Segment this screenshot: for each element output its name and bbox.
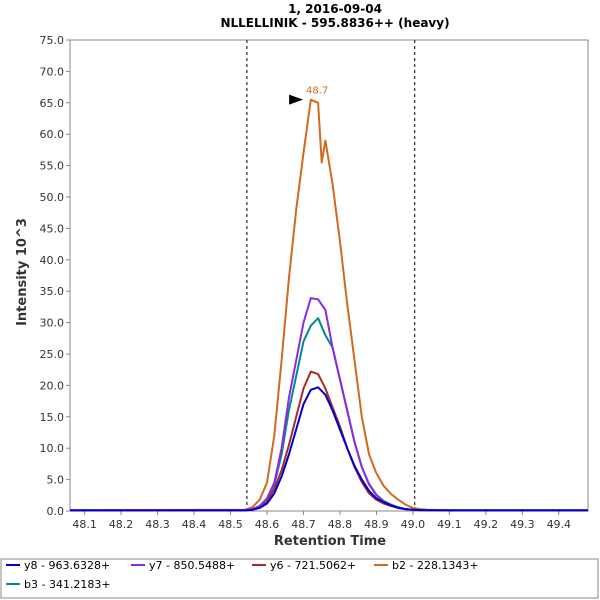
y-axis: 0.0 5.0 10.0 15.0 20.0 25.0 30.0 35.0 40.0 45.0 50… [40,34,70,518]
y-tick-label: 60.0 [40,128,65,141]
x-tick-label: 48.8 [328,518,353,531]
y-tick-label: 30.0 [40,317,65,330]
legend-label: y8 - 963.6328+ [24,559,110,572]
y-tick-label: 5.0 [47,474,65,487]
legend: y8 - 963.6328+ y7 - 850.5488+ y6 - 721.506… [6,559,479,591]
chart-subtitle: NLLELLINIK - 595.8836++ (heavy) [220,16,449,30]
plot-area [69,39,589,512]
x-axis-label: Retention Time [274,534,386,549]
x-tick-label: 48.4 [182,518,207,531]
legend-box [0,558,599,599]
series-lines [69,98,588,512]
x-tick-label: 48.9 [364,518,389,531]
legend-label: b3 - 341.2183+ [24,578,111,591]
x-tick-label: 49.1 [437,518,462,531]
peak-annotation: 48.7 [289,86,328,105]
y-axis-label: Intensity 10^3 [15,218,30,326]
y-tick-label: 75.0 [40,34,65,47]
x-tick-label: 48.5 [218,518,243,531]
peak-marker-arrow [289,94,304,105]
y-tick-label: 55.0 [40,160,65,173]
legend-label: y7 - 850.5488+ [149,559,235,572]
y-tick-label: 0.0 [47,505,65,518]
chart-title: 1, 2016-09-04 [288,2,382,16]
x-tick-label: 49.2 [474,518,499,531]
y-tick-label: 10.0 [40,442,65,455]
x-tick-label: 48.6 [255,518,280,531]
series-line-y8 [70,386,588,512]
series-line-b2 [69,98,588,512]
x-tick-label: 48.1 [72,518,97,531]
y-tick-label: 15.0 [40,411,65,424]
y-tick-label: 70.0 [40,65,65,78]
x-tick-label: 48.3 [145,518,170,531]
y-tick-label: 45.0 [40,222,65,235]
legend-label: b2 - 228.1343+ [392,559,479,572]
x-tick-label: 49.3 [510,518,535,531]
y-tick-label: 20.0 [40,379,65,392]
x-tick-label: 48.7 [291,518,316,531]
x-tick-label: 49.0 [401,518,426,531]
y-tick-label: 35.0 [40,285,65,298]
x-tick-label: 48.2 [109,518,134,531]
peak-label: 48.7 [306,86,328,97]
legend-label: y6 - 721.5062+ [270,559,356,572]
x-axis: 48.1 48.2 48.3 48.4 48.5 48.6 48.7 48.8 48.9 49.0… [72,511,571,531]
y-tick-label: 65.0 [40,97,65,110]
y-tick-label: 25.0 [40,348,65,361]
integration-bounds [246,40,416,511]
x-tick-label: 49.4 [547,518,572,531]
y-tick-label: 40.0 [40,254,65,267]
y-tick-label: 50.0 [40,191,65,204]
